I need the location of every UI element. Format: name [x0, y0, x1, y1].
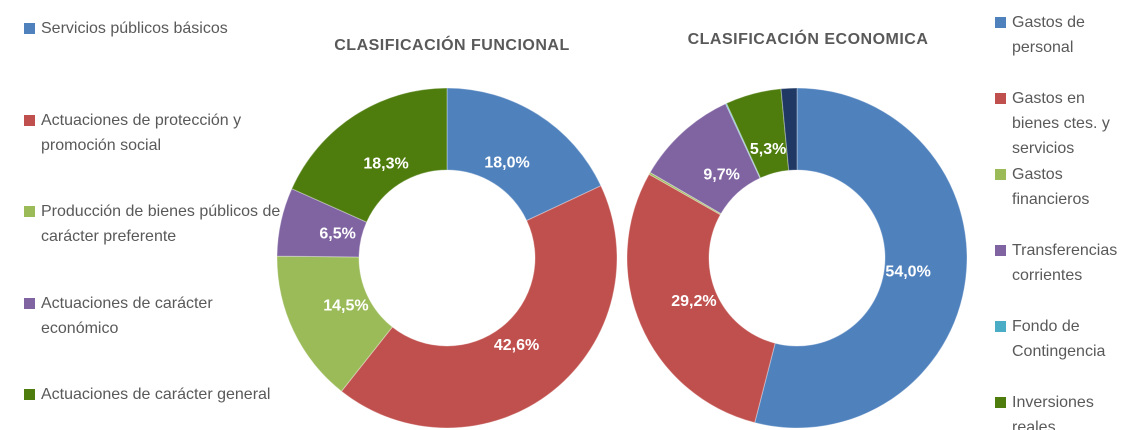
data-label: 18,0%: [484, 155, 529, 172]
legend-swatch: [24, 297, 35, 309]
legend-item: Gastos financieros: [995, 162, 1132, 212]
legend-swatch: [24, 389, 35, 400]
legend-swatch: [24, 114, 35, 126]
legend-swatch: [995, 169, 1006, 180]
data-label: 14,5%: [323, 297, 368, 314]
data-label: 6,5%: [319, 225, 355, 242]
legend-label: Fondo de Contingencia: [1012, 318, 1106, 360]
donut-slice: [724, 102, 762, 179]
legend-item: Actuaciones de protección y promoción so…: [24, 108, 291, 158]
legend-item: Fondo de Contingencia: [995, 314, 1132, 364]
legend-label: Producción de bienes públicos de carácte…: [41, 203, 281, 245]
data-label: 54,0%: [885, 263, 930, 280]
legend-swatch: [995, 93, 1006, 104]
legend-label: Actuaciones de carácter general: [41, 386, 271, 403]
legend-label: Transferencias corrientes: [1012, 242, 1118, 284]
legend-item: Gastos en bienes ctes. y servicios: [995, 86, 1132, 161]
chart-title: CLASIFICACIÓN ECONOMICA: [688, 29, 929, 48]
legend-label: Servicios públicos básicos: [41, 20, 228, 37]
data-label: 9,7%: [703, 166, 739, 183]
legend-label: Gastos financieros: [1012, 166, 1090, 208]
legend-item: Gastos de personal: [995, 10, 1132, 60]
donut-slice: [276, 255, 394, 392]
donut-slice: [291, 87, 448, 223]
legend-swatch: [995, 245, 1006, 256]
legend-swatch: [995, 397, 1006, 408]
legend-item: Actuaciones de carácter general: [24, 382, 291, 407]
legend-swatch: [995, 17, 1006, 28]
legend-item: Actuaciones de carácter económico: [24, 291, 291, 341]
data-label: 29,2%: [671, 293, 716, 310]
donut-slice: [626, 173, 776, 424]
legend-item: Producción de bienes públicos de carácte…: [24, 199, 291, 249]
legend-label: Actuaciones de carácter económico: [41, 294, 213, 337]
data-label: 5,3%: [750, 141, 786, 158]
donut-slice: [780, 87, 798, 171]
data-label: 18,3%: [363, 155, 408, 172]
legend-label: Gastos en bienes ctes. y servicios: [1012, 90, 1110, 157]
legend-item: Inversiones reales: [995, 390, 1132, 430]
legend-label: Actuaciones de protección y promoción so…: [41, 111, 242, 154]
legend-label: Inversiones reales: [1012, 394, 1094, 430]
chart-title: CLASIFICACIÓN FUNCIONAL: [334, 35, 569, 54]
legend-swatch: [995, 321, 1006, 332]
donut-slice: [340, 185, 618, 429]
donut-slice: [754, 87, 968, 429]
legend-label: Gastos de personal: [1012, 14, 1085, 56]
legend-swatch: [24, 23, 35, 34]
data-label: 42,6%: [494, 337, 539, 354]
legend-item: Transferencias corrientes: [995, 238, 1132, 288]
legend-item: Servicios públicos básicos: [24, 16, 291, 41]
donut-slice: [446, 87, 602, 222]
donut-slice: [649, 103, 761, 215]
legend-swatch: [24, 206, 35, 217]
